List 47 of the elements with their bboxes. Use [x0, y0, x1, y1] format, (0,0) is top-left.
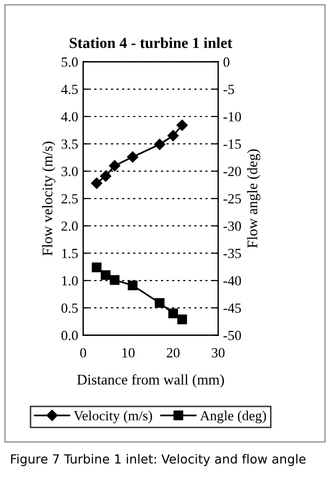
y2-tick-label: -20: [224, 166, 241, 176]
point: [177, 314, 187, 324]
point: [128, 280, 138, 290]
y2-tick-label: -5: [224, 84, 234, 94]
y-tick-label: 4.0: [61, 112, 78, 122]
point: [91, 178, 102, 189]
point: [110, 275, 120, 285]
y-tick-label: 3.5: [62, 139, 78, 149]
point: [127, 151, 138, 163]
x-tick-label: 0: [80, 348, 86, 358]
y2-tick-label: -45: [224, 304, 241, 313]
point: [100, 170, 112, 182]
point: [109, 160, 120, 172]
x-axis-title: Distance from wall (mm): [77, 374, 224, 388]
y-tick-label: 5.0: [62, 57, 78, 67]
point: [168, 130, 179, 142]
legend-label: Angle (deg): [200, 410, 266, 424]
point: [154, 138, 166, 150]
y-axis-title: Flow velocity (m/s): [42, 142, 56, 256]
y-tick-label: 3.0: [62, 166, 78, 176]
caption: Figure 7 Turbine 1 inlet: Velocity and flow angle: [11, 454, 306, 466]
y2-tick-label: -10: [224, 112, 241, 122]
y-tick-label: 2.5: [62, 194, 78, 204]
x-tick-label: 30: [212, 348, 225, 358]
y-tick-label: 2.0: [62, 221, 78, 231]
y2-tick-label: -30: [224, 221, 241, 231]
x-tick-label: 10: [122, 348, 135, 358]
legend-label: Velocity (m/s): [74, 410, 152, 424]
y2-tick-label: 0: [224, 57, 230, 67]
y-tick-label: 1.5: [62, 248, 78, 258]
x-tick-label: 20: [166, 348, 180, 358]
y-tick-label: 0.0: [61, 330, 78, 340]
point: [92, 262, 102, 272]
y2-axis-title: Flow angle (deg): [247, 149, 260, 248]
y-tick-label: 1.0: [62, 276, 78, 286]
y2-tick-label: -25: [224, 194, 241, 204]
point: [100, 270, 111, 280]
y2-tick-label: -35: [224, 248, 241, 258]
y2-tick-label: -15: [224, 139, 241, 149]
point: [168, 308, 178, 318]
y2-tick-label: -50: [224, 330, 241, 340]
y2-tick-label: -40: [224, 276, 241, 286]
y-tick-label: 0.5: [61, 303, 78, 313]
point: [154, 298, 165, 308]
chart-title: Station 4 - turbine 1 inlet: [70, 37, 232, 48]
y-tick-label: 4.5: [61, 84, 78, 94]
point: [176, 120, 188, 131]
